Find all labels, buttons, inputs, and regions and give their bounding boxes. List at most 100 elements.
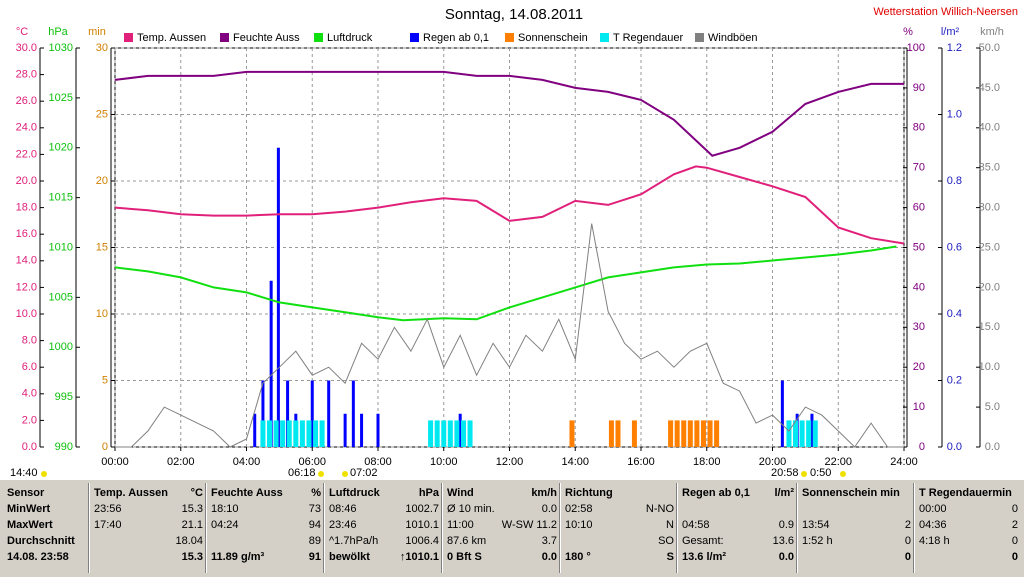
y-tick-label: 1030 <box>49 42 73 54</box>
y-tick-label: 100 <box>907 42 925 54</box>
bar <box>631 420 637 447</box>
bar <box>306 420 312 447</box>
bar <box>806 420 812 447</box>
table-cell: 23:56 15.3 <box>94 502 203 517</box>
cell-text: 0.0 <box>541 551 557 563</box>
table-cell: 87.6 km 3.7 <box>447 534 557 549</box>
table-cell: 18:10 73 <box>211 502 321 517</box>
bar <box>260 420 266 447</box>
bar <box>780 380 784 447</box>
x-tick-label: 02:00 <box>167 456 195 468</box>
y-tick-label: 20 <box>96 175 108 187</box>
y-tick-label: 10 <box>913 401 925 413</box>
y-tick-label: 0.0 <box>985 441 1000 453</box>
cell-text: 14.08. 23:58 <box>7 551 69 563</box>
bar <box>299 420 305 447</box>
y-tick-label: 1005 <box>49 291 73 303</box>
table-cell: 18.04 <box>94 534 203 549</box>
table-cell: ^1.7hPa/h 1006.4 <box>329 534 439 549</box>
y-tick-label: 30.0 <box>979 202 1000 214</box>
bar <box>569 420 575 447</box>
y-tick-label: 8.0 <box>22 335 37 347</box>
cell-text: 0 <box>1011 535 1018 547</box>
cell-text: 11.89 g/m³ <box>211 551 265 563</box>
sun-time: 20:58 <box>771 467 799 479</box>
legend-label: Luftdruck <box>327 32 373 44</box>
cell-text: Luftdruck <box>329 487 380 499</box>
cell-text: 1010.1 <box>405 519 439 531</box>
sun-icon <box>840 471 846 477</box>
table-cell: 04:36 2 <box>919 518 1018 533</box>
series-line <box>115 223 904 448</box>
y-tick-label: 10 <box>96 308 108 320</box>
chart: Sonntag, 14.08.2011 Wetterstation Willic… <box>0 0 1024 480</box>
y-tick-label: 5 <box>102 374 108 386</box>
x-tick-label: 20:00 <box>759 456 787 468</box>
table-cell: Sonnenschein min <box>802 486 911 501</box>
bar <box>313 420 319 447</box>
y-tick-label: 15.0 <box>979 321 1000 333</box>
x-tick-label: 18:00 <box>693 456 721 468</box>
bar <box>360 413 364 447</box>
y-tick-label: 0.2 <box>947 374 962 386</box>
y-tick-label: 990 <box>55 441 73 453</box>
column-divider <box>441 483 443 573</box>
series-line <box>114 70 904 157</box>
y-tick-label: 60 <box>913 202 925 214</box>
cell-text: SO <box>658 535 674 547</box>
cell-text: 13.6 l/m² <box>682 551 727 563</box>
cell-text: 10:10 <box>565 519 593 531</box>
x-tick-label: 00:00 <box>101 456 129 468</box>
column-divider <box>323 483 325 573</box>
cell-text: 1006.4 <box>405 535 439 547</box>
bar <box>460 420 466 447</box>
table-cell: 02:58 N-NO <box>565 502 674 517</box>
bar <box>441 420 447 447</box>
axis-label: °C <box>16 26 28 38</box>
cell-text: Richtung <box>565 487 613 499</box>
cell-text: 1:52 h <box>802 535 833 547</box>
chart-title: Sonntag, 14.08.2011 <box>445 6 583 23</box>
y-tick-label: 1000 <box>49 341 73 353</box>
legend-swatch <box>505 33 514 42</box>
bar <box>786 420 792 447</box>
axis-label: hPa <box>48 26 68 38</box>
y-tick-label: 30 <box>913 321 925 333</box>
column-divider <box>88 483 90 573</box>
y-tick-label: 0.8 <box>947 175 962 187</box>
bar <box>286 420 292 447</box>
bar <box>687 420 693 447</box>
cell-text: 15.3 <box>181 551 203 563</box>
cell-text: Gesamt: <box>682 535 724 547</box>
x-tick-label: 06:00 <box>298 456 326 468</box>
y-tick-label: 1010 <box>49 241 73 253</box>
table-cell: 11.89 g/m³ 91 <box>211 550 321 565</box>
sun-time: 0:50 <box>810 467 831 479</box>
table-cell: Regen ab 0,1 l/m² <box>682 486 794 501</box>
cell-text: l/m² <box>774 487 794 499</box>
bar <box>694 420 700 447</box>
cell-text: 0 <box>904 535 911 547</box>
table-cell: Wind km/h <box>447 486 557 501</box>
series-line <box>114 165 905 245</box>
cell-text: MinWert <box>7 503 51 515</box>
y-tick-label: 50.0 <box>979 42 1000 54</box>
legend-swatch <box>124 33 133 42</box>
y-tick-label: 20 <box>913 361 925 373</box>
chart-background <box>0 0 1024 480</box>
y-tick-label: 40.0 <box>979 122 1000 134</box>
column-divider <box>676 483 678 573</box>
bar <box>707 420 713 447</box>
table-cell: Richtung <box>565 486 674 501</box>
cell-text: S <box>666 551 674 563</box>
y-tick-label: 90 <box>913 82 925 94</box>
cell-text: MaxWert <box>7 519 53 531</box>
table-cell: 13.6 l/m² 0.0 <box>682 550 794 565</box>
x-tick-label: 12:00 <box>496 456 524 468</box>
y-tick-label: 28.0 <box>16 69 37 81</box>
cell-text: N <box>666 519 674 531</box>
table-cell: Ø 10 min. 0.0 <box>447 502 557 517</box>
table-cell: Durchschnitt <box>7 534 86 549</box>
table-cell: MinWert <box>7 502 86 517</box>
